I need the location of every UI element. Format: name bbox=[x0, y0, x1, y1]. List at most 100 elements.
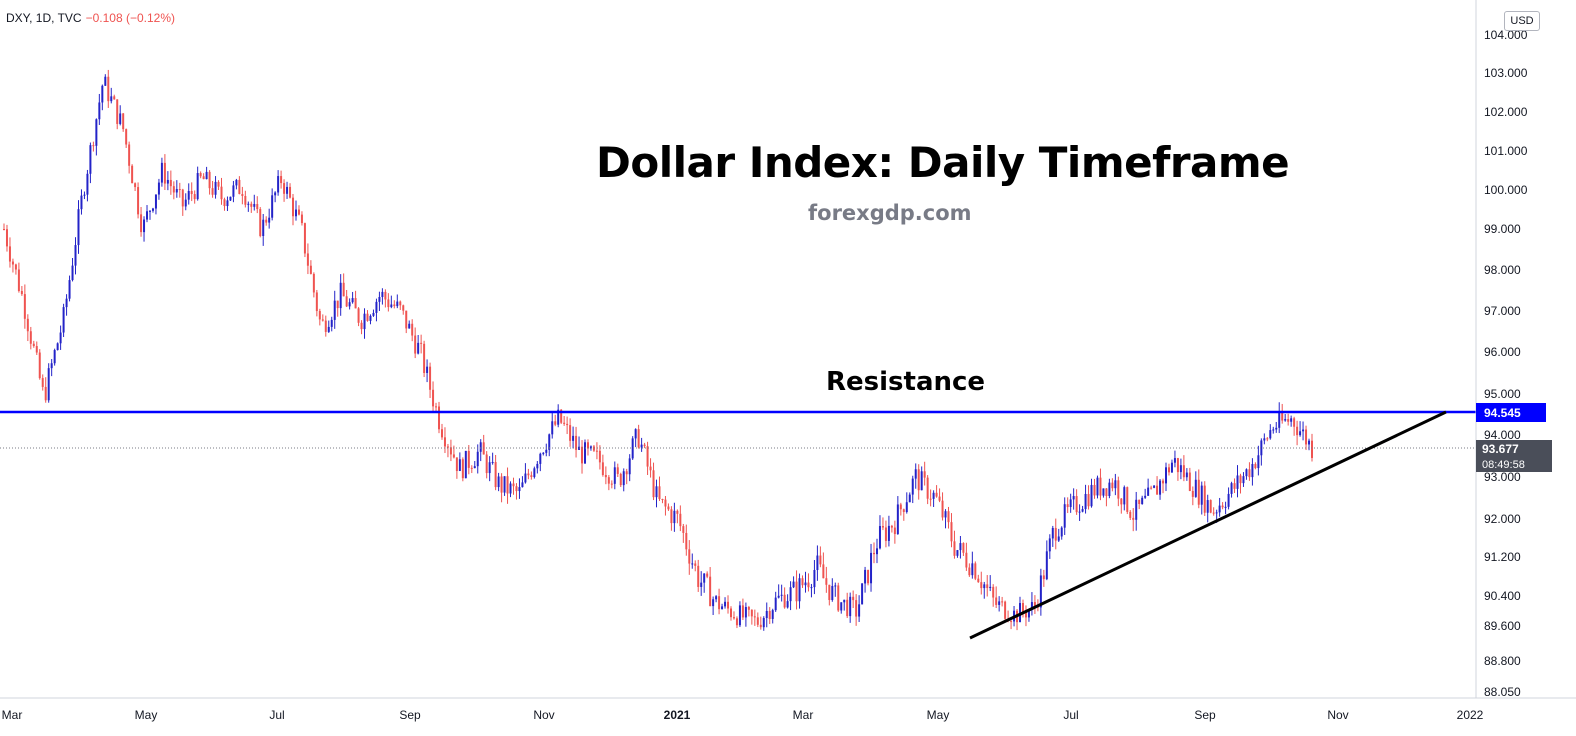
candle[interactable] bbox=[312, 272, 315, 298]
candle[interactable] bbox=[712, 596, 715, 616]
candle[interactable] bbox=[899, 502, 902, 516]
candle[interactable] bbox=[762, 616, 765, 631]
candle[interactable] bbox=[1299, 421, 1302, 437]
candle[interactable] bbox=[643, 442, 646, 449]
candle[interactable] bbox=[470, 465, 473, 474]
candle[interactable] bbox=[658, 476, 661, 501]
candle[interactable] bbox=[831, 578, 834, 602]
candle[interactable] bbox=[41, 374, 44, 391]
candle[interactable] bbox=[870, 543, 873, 592]
candle[interactable] bbox=[837, 582, 840, 612]
candle[interactable] bbox=[107, 69, 110, 108]
candle[interactable] bbox=[589, 445, 592, 451]
candle[interactable] bbox=[959, 536, 962, 559]
candle[interactable] bbox=[965, 542, 968, 571]
candle[interactable] bbox=[143, 216, 146, 242]
candle[interactable] bbox=[1203, 481, 1206, 517]
candle[interactable] bbox=[566, 416, 569, 435]
candle[interactable] bbox=[676, 509, 679, 524]
candle[interactable] bbox=[1039, 568, 1042, 616]
candle[interactable] bbox=[1170, 459, 1173, 474]
candle[interactable] bbox=[238, 176, 241, 195]
candle[interactable] bbox=[1016, 608, 1019, 631]
candle[interactable] bbox=[1272, 426, 1275, 434]
candle[interactable] bbox=[592, 445, 595, 452]
candle[interactable] bbox=[1063, 497, 1066, 535]
candle[interactable] bbox=[1129, 510, 1132, 521]
candle[interactable] bbox=[989, 575, 992, 592]
candle[interactable] bbox=[584, 439, 587, 464]
candle[interactable] bbox=[586, 439, 589, 456]
candle[interactable] bbox=[1054, 518, 1057, 550]
candle[interactable] bbox=[426, 359, 429, 383]
candle[interactable] bbox=[363, 308, 366, 339]
candle[interactable] bbox=[852, 590, 855, 609]
candle[interactable] bbox=[166, 171, 169, 191]
candle[interactable] bbox=[137, 182, 140, 219]
candle[interactable] bbox=[47, 363, 50, 403]
candle[interactable] bbox=[1019, 596, 1022, 623]
candle[interactable] bbox=[920, 466, 923, 491]
candle[interactable] bbox=[283, 179, 286, 202]
candle[interactable] bbox=[727, 595, 730, 614]
candle[interactable] bbox=[539, 452, 542, 472]
candle[interactable] bbox=[1156, 476, 1159, 495]
candle[interactable] bbox=[420, 334, 423, 354]
candle[interactable] bbox=[929, 489, 932, 507]
candle[interactable] bbox=[878, 515, 881, 550]
candle[interactable] bbox=[5, 224, 8, 252]
candle[interactable] bbox=[804, 571, 807, 593]
candle[interactable] bbox=[244, 190, 247, 208]
candle[interactable] bbox=[315, 289, 318, 317]
candle[interactable] bbox=[700, 571, 703, 596]
candle[interactable] bbox=[89, 142, 92, 184]
candle[interactable] bbox=[557, 404, 560, 428]
candle[interactable] bbox=[518, 478, 521, 499]
candle[interactable] bbox=[1075, 489, 1078, 515]
candle[interactable] bbox=[104, 74, 107, 86]
candle[interactable] bbox=[44, 377, 47, 403]
candle[interactable] bbox=[706, 571, 709, 579]
candle[interactable] bbox=[652, 462, 655, 501]
candle[interactable] bbox=[688, 540, 691, 575]
candle[interactable] bbox=[703, 573, 706, 593]
candle[interactable] bbox=[777, 584, 780, 599]
candle[interactable] bbox=[271, 188, 274, 221]
candle[interactable] bbox=[819, 546, 822, 568]
candle[interactable] bbox=[297, 205, 300, 216]
candle[interactable] bbox=[294, 200, 297, 221]
candle[interactable] bbox=[1081, 505, 1084, 513]
candle[interactable] bbox=[384, 289, 387, 308]
candle[interactable] bbox=[1111, 478, 1114, 492]
candle[interactable] bbox=[128, 141, 131, 174]
candle[interactable] bbox=[202, 173, 205, 180]
candle[interactable] bbox=[223, 197, 226, 211]
candle[interactable] bbox=[11, 258, 14, 273]
candle[interactable] bbox=[50, 359, 53, 377]
candle[interactable] bbox=[1176, 457, 1179, 481]
candle[interactable] bbox=[381, 288, 384, 305]
candle[interactable] bbox=[369, 314, 372, 325]
candle[interactable] bbox=[59, 325, 62, 350]
candle[interactable] bbox=[1108, 478, 1111, 499]
candle[interactable] bbox=[1147, 478, 1150, 496]
candle[interactable] bbox=[417, 335, 420, 355]
candle[interactable] bbox=[53, 348, 56, 366]
candle[interactable] bbox=[1033, 595, 1036, 614]
candle[interactable] bbox=[1030, 592, 1033, 616]
candle[interactable] bbox=[694, 560, 697, 572]
candle[interactable] bbox=[890, 524, 893, 533]
candle[interactable] bbox=[35, 341, 38, 355]
candle[interactable] bbox=[378, 291, 381, 311]
candle[interactable] bbox=[563, 416, 566, 426]
candle[interactable] bbox=[345, 289, 348, 308]
candle[interactable] bbox=[861, 583, 864, 605]
candle[interactable] bbox=[169, 170, 172, 195]
candle[interactable] bbox=[1227, 487, 1230, 510]
candle[interactable] bbox=[1236, 465, 1239, 498]
candle[interactable] bbox=[148, 210, 151, 220]
candle[interactable] bbox=[1251, 458, 1254, 486]
candle[interactable] bbox=[786, 594, 789, 609]
candle[interactable] bbox=[473, 461, 476, 469]
candle[interactable] bbox=[354, 290, 357, 309]
